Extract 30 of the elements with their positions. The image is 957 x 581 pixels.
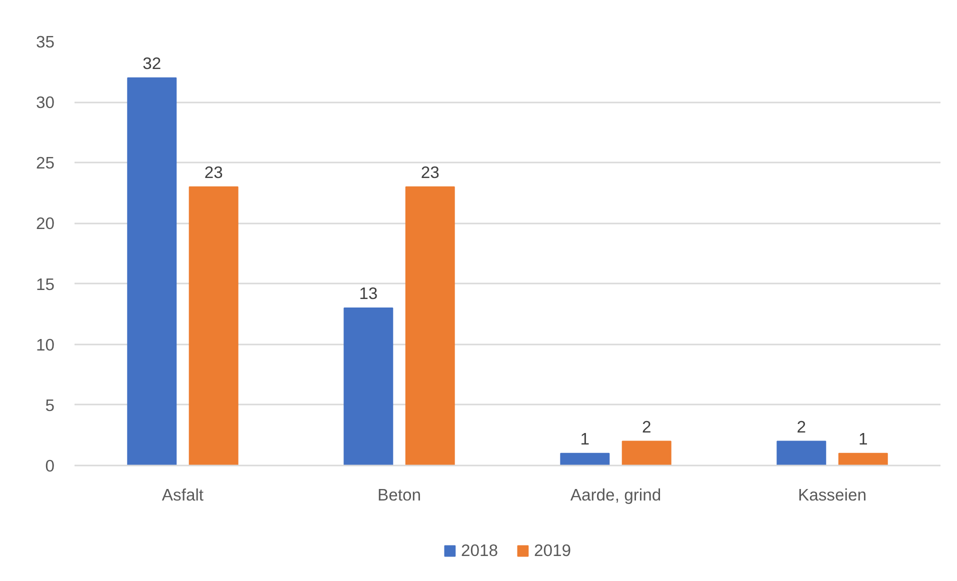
bar (622, 440, 672, 466)
y-tick-label: 20 (36, 214, 55, 234)
x-tick-label: Beton (377, 486, 422, 504)
x-tick-label: Kasseien (798, 486, 867, 504)
bar (344, 308, 394, 466)
data-label: 23 (420, 162, 440, 182)
x-tick-label: Aarde, grind (570, 486, 662, 504)
bar (776, 440, 826, 466)
y-tick-label: 35 (36, 32, 55, 52)
data-label: 13 (359, 284, 378, 304)
x-tick-label: Asfalt (162, 486, 204, 504)
y-tick-label: 10 (36, 335, 55, 354)
data-label: 2 (796, 417, 806, 436)
data-label: 1 (858, 429, 868, 448)
legend-label: 2019 (534, 540, 572, 560)
bar (405, 186, 455, 466)
legend-label: 2018 (460, 540, 498, 560)
y-tick-label: 15 (36, 274, 55, 294)
bar (127, 77, 177, 466)
bar (560, 452, 610, 466)
y-tick-label: 30 (36, 93, 55, 112)
y-tick-label: 5 (45, 396, 54, 415)
y-tick-label: 0 (45, 456, 54, 476)
bar (188, 186, 238, 466)
bar (838, 452, 888, 466)
y-tick-label: 25 (36, 154, 55, 173)
data-label: 2 (642, 417, 652, 436)
data-label: 23 (204, 162, 223, 182)
data-label: 32 (142, 54, 162, 73)
data-label: 1 (580, 429, 590, 448)
